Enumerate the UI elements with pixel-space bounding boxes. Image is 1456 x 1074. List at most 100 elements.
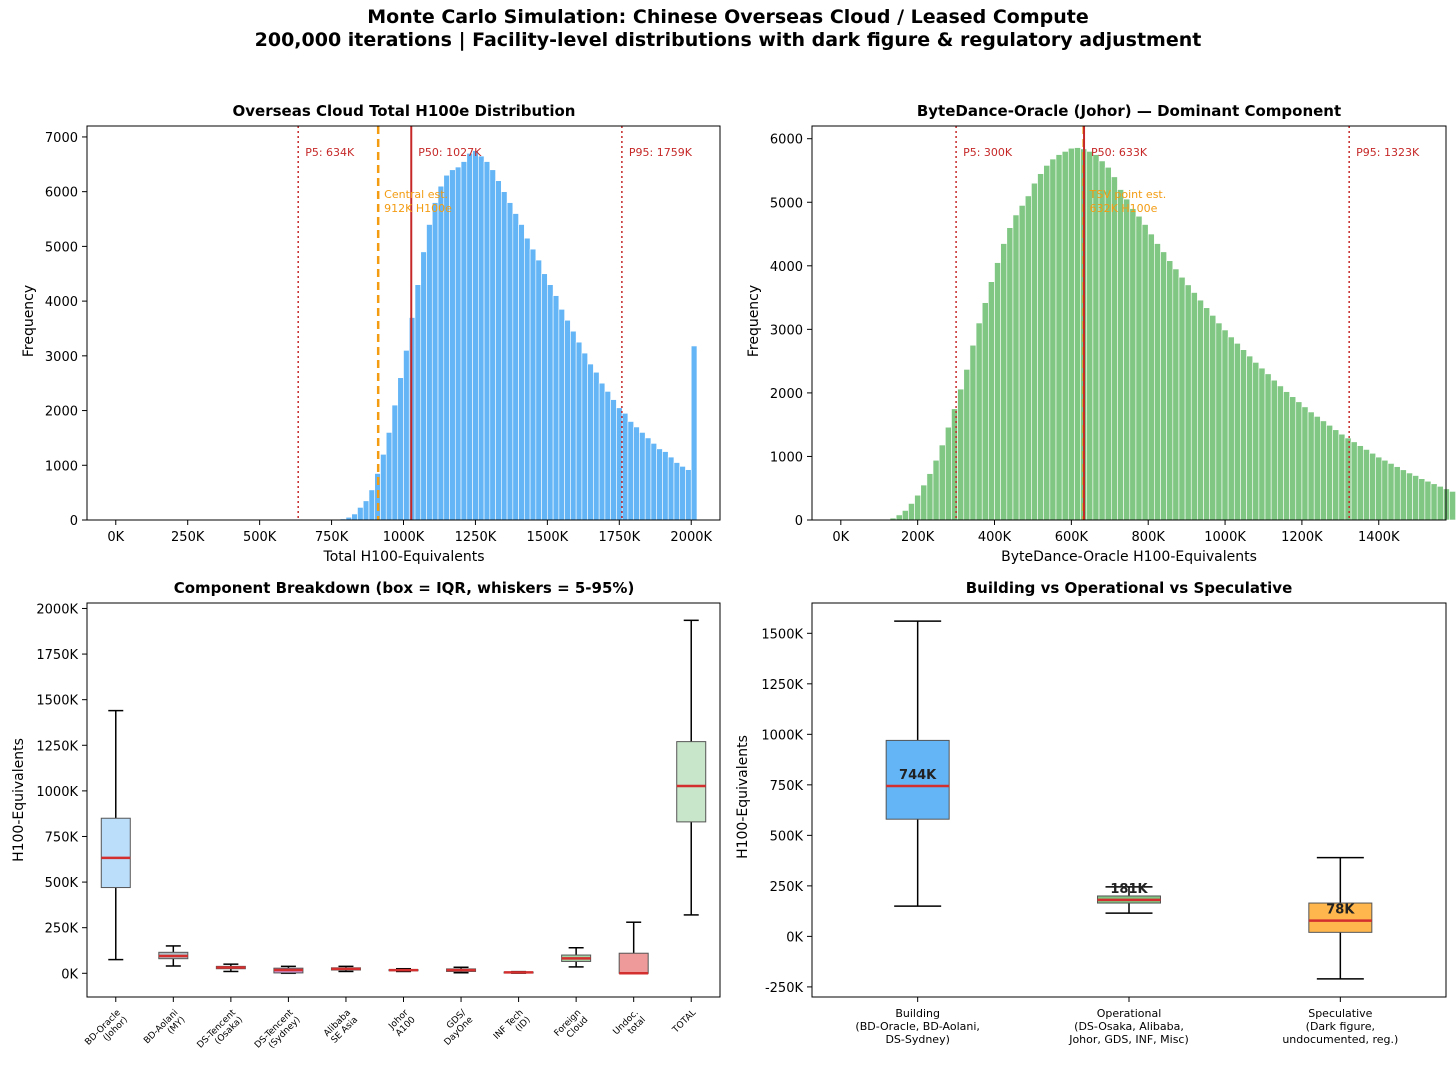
histogram-bar bbox=[685, 469, 692, 521]
histogram-bar bbox=[1037, 173, 1044, 521]
histogram-bar bbox=[1067, 147, 1075, 521]
histogram-bar bbox=[1000, 243, 1008, 521]
histogram-bar bbox=[420, 251, 427, 521]
x-tick-label: 1000K bbox=[1204, 530, 1246, 545]
histogram-bar bbox=[575, 341, 583, 521]
histogram-bar bbox=[633, 426, 640, 521]
box-iqr bbox=[676, 741, 707, 823]
histogram-bar bbox=[385, 432, 393, 521]
chart1-title: Overseas Cloud Total H100e Distribution bbox=[233, 102, 576, 120]
histogram-bar bbox=[1233, 343, 1241, 521]
histogram-bar bbox=[1369, 452, 1376, 521]
y-tick-label: 1000 bbox=[770, 450, 803, 465]
y-tick-label: 0 bbox=[795, 514, 803, 529]
histogram-bar bbox=[1283, 391, 1290, 521]
y-tick-label: 500K bbox=[770, 829, 804, 844]
histogram-bar bbox=[1326, 425, 1333, 521]
histogram-bar bbox=[1295, 401, 1303, 521]
x-tick-label-line1: Building bbox=[895, 1007, 940, 1020]
x-tick-label: DS-Tencent(Sydney) bbox=[253, 1008, 303, 1058]
x-tick-label: GDS/DayOne bbox=[436, 1007, 476, 1047]
histogram-bar bbox=[426, 224, 433, 521]
x-tick-label: TOTAL bbox=[670, 1008, 698, 1036]
histogram-bar bbox=[1061, 151, 1069, 521]
histogram-bar bbox=[690, 345, 698, 521]
y-tick-label: 4000 bbox=[770, 260, 803, 275]
histogram-bar bbox=[1430, 483, 1438, 521]
y-tick-label: 3000 bbox=[770, 323, 803, 338]
histogram-bar bbox=[1424, 480, 1432, 521]
histogram-bar bbox=[650, 443, 657, 521]
histogram-bar bbox=[1277, 385, 1284, 521]
figure-title-line2: 200,000 iterations | Facility-level dist… bbox=[254, 29, 1202, 51]
histogram-bar bbox=[1356, 445, 1364, 521]
chart2-xlabel: ByteDance-Oracle H100-Equivalents bbox=[1001, 549, 1257, 565]
x-tick-label: 0K bbox=[107, 530, 124, 545]
x-tick-label: 1500K bbox=[527, 530, 569, 545]
x-tick-label: 500K bbox=[243, 530, 277, 545]
x-tick-label: DS-Tencent(Osaka) bbox=[196, 1008, 246, 1058]
histogram-bar bbox=[895, 514, 903, 521]
estimate-label-line2: 912K H100e bbox=[384, 202, 452, 215]
histogram-bar bbox=[1449, 491, 1456, 521]
y-tick-label: 1250K bbox=[36, 739, 78, 754]
histogram-bar bbox=[403, 350, 410, 521]
histogram-bar bbox=[667, 456, 675, 521]
histogram-bar bbox=[1147, 233, 1155, 521]
histogram-bar bbox=[1264, 373, 1272, 521]
plot-frame bbox=[811, 602, 1447, 998]
histogram-bar bbox=[1024, 195, 1032, 521]
histogram-bar bbox=[1363, 449, 1370, 521]
histogram-bar bbox=[1006, 227, 1014, 521]
y-tick-label: 1000K bbox=[761, 728, 803, 743]
histogram-bar bbox=[483, 161, 491, 521]
histogram-bar bbox=[1301, 406, 1309, 521]
percentile-label-1: P50: 1027K bbox=[418, 146, 482, 159]
histogram-bar bbox=[362, 500, 370, 521]
histogram-bar bbox=[662, 451, 669, 521]
box-group bbox=[561, 947, 592, 968]
histogram-bar bbox=[1172, 268, 1180, 521]
x-tick-label: 1250K bbox=[455, 530, 497, 545]
histogram-bar bbox=[1344, 437, 1352, 521]
histogram-bar bbox=[478, 155, 485, 521]
chart3-ylabel: H100-Equivalents bbox=[11, 738, 27, 862]
histogram-bar bbox=[1209, 315, 1217, 521]
figure-title: Monte Carlo Simulation: Chinese Overseas… bbox=[0, 6, 1456, 52]
plot-frame bbox=[86, 602, 721, 998]
histogram-bar bbox=[1104, 167, 1112, 521]
histogram-bar bbox=[472, 150, 479, 521]
category-comparison-chart: Building vs Operational vs Speculative 7… bbox=[735, 579, 1447, 1046]
y-tick-label: 2000 bbox=[45, 405, 78, 420]
y-tick-label: 750K bbox=[770, 779, 804, 794]
histogram-bar bbox=[1166, 260, 1174, 521]
histogram-bar bbox=[1313, 416, 1321, 521]
histogram-bar bbox=[547, 284, 554, 521]
box-group bbox=[388, 967, 419, 973]
histogram-bar bbox=[391, 404, 399, 521]
x-tick-label: 800K bbox=[1132, 530, 1166, 545]
y-tick-label: 0 bbox=[70, 514, 78, 529]
x-tick-label: 400K bbox=[978, 530, 1012, 545]
histogram-bar bbox=[1436, 486, 1444, 521]
y-tick-label: 1500K bbox=[36, 694, 78, 709]
x-tick-label: BD-Aolani(MY) bbox=[142, 1008, 187, 1053]
y-tick-label: 0K bbox=[61, 967, 78, 982]
histogram-bar bbox=[1240, 349, 1247, 521]
y-tick-label: 5000 bbox=[45, 240, 78, 255]
histogram-bar bbox=[644, 437, 652, 521]
histogram-bar bbox=[1178, 276, 1186, 521]
histogram-bar bbox=[1123, 198, 1131, 521]
histogram-bar bbox=[1320, 420, 1327, 521]
y-tick-label: 0K bbox=[786, 930, 803, 945]
y-tick-label: 3000 bbox=[45, 350, 78, 365]
histogram-bar bbox=[679, 466, 686, 521]
box-group: 744K bbox=[885, 620, 950, 907]
histogram-bar bbox=[1129, 208, 1137, 521]
histogram-bar bbox=[957, 388, 965, 521]
plot-frame bbox=[86, 125, 721, 521]
y-tick-label: 250K bbox=[45, 922, 79, 937]
histogram-bar bbox=[975, 322, 983, 521]
percentile-label-0: P5: 634K bbox=[305, 146, 355, 159]
histogram-bars bbox=[889, 147, 1456, 521]
